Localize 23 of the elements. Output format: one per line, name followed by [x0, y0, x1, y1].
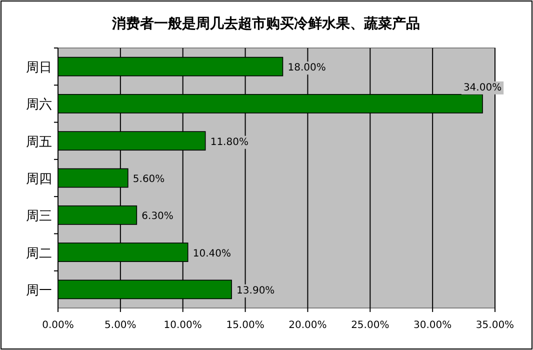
- x-tick-label: 30.00%: [414, 320, 452, 331]
- data-label: 18.00%: [288, 62, 326, 74]
- data-label: 10.40%: [192, 248, 231, 260]
- y-tick-label: 周二: [26, 246, 52, 262]
- y-tick-label: 周五: [26, 134, 52, 150]
- x-tick-label: 25.00%: [351, 320, 390, 331]
- data-label: 5.60%: [132, 174, 165, 185]
- chart-title: 消费者一般是周几去超市购买冷鲜水果、蔬菜产品: [111, 15, 420, 32]
- y-tick-label: 周日: [26, 60, 52, 76]
- y-tick-label: 周三: [26, 209, 52, 224]
- y-tick-label: 周一: [26, 283, 52, 298]
- x-tick-label: 35.00%: [476, 320, 514, 331]
- x-tick-label: 10.00%: [164, 320, 202, 331]
- data-label: 11.80%: [210, 136, 248, 148]
- y-tick-label: 周六: [26, 98, 52, 113]
- x-tick-label: 20.00%: [288, 320, 327, 331]
- data-label: 13.90%: [236, 285, 275, 296]
- data-label: 6.30%: [142, 211, 174, 222]
- x-tick-label: 15.00%: [226, 320, 264, 331]
- y-tick-label: 周四: [26, 172, 52, 187]
- data-label: 34.00%: [463, 82, 502, 94]
- x-tick-label: 5.00%: [104, 320, 136, 331]
- x-tick-label: 0.00%: [42, 320, 74, 331]
